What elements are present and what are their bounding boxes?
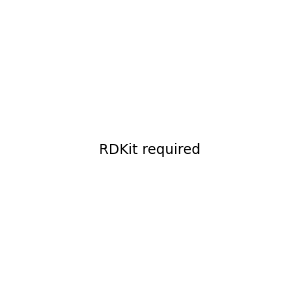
Text: RDKit required: RDKit required [99, 143, 201, 157]
